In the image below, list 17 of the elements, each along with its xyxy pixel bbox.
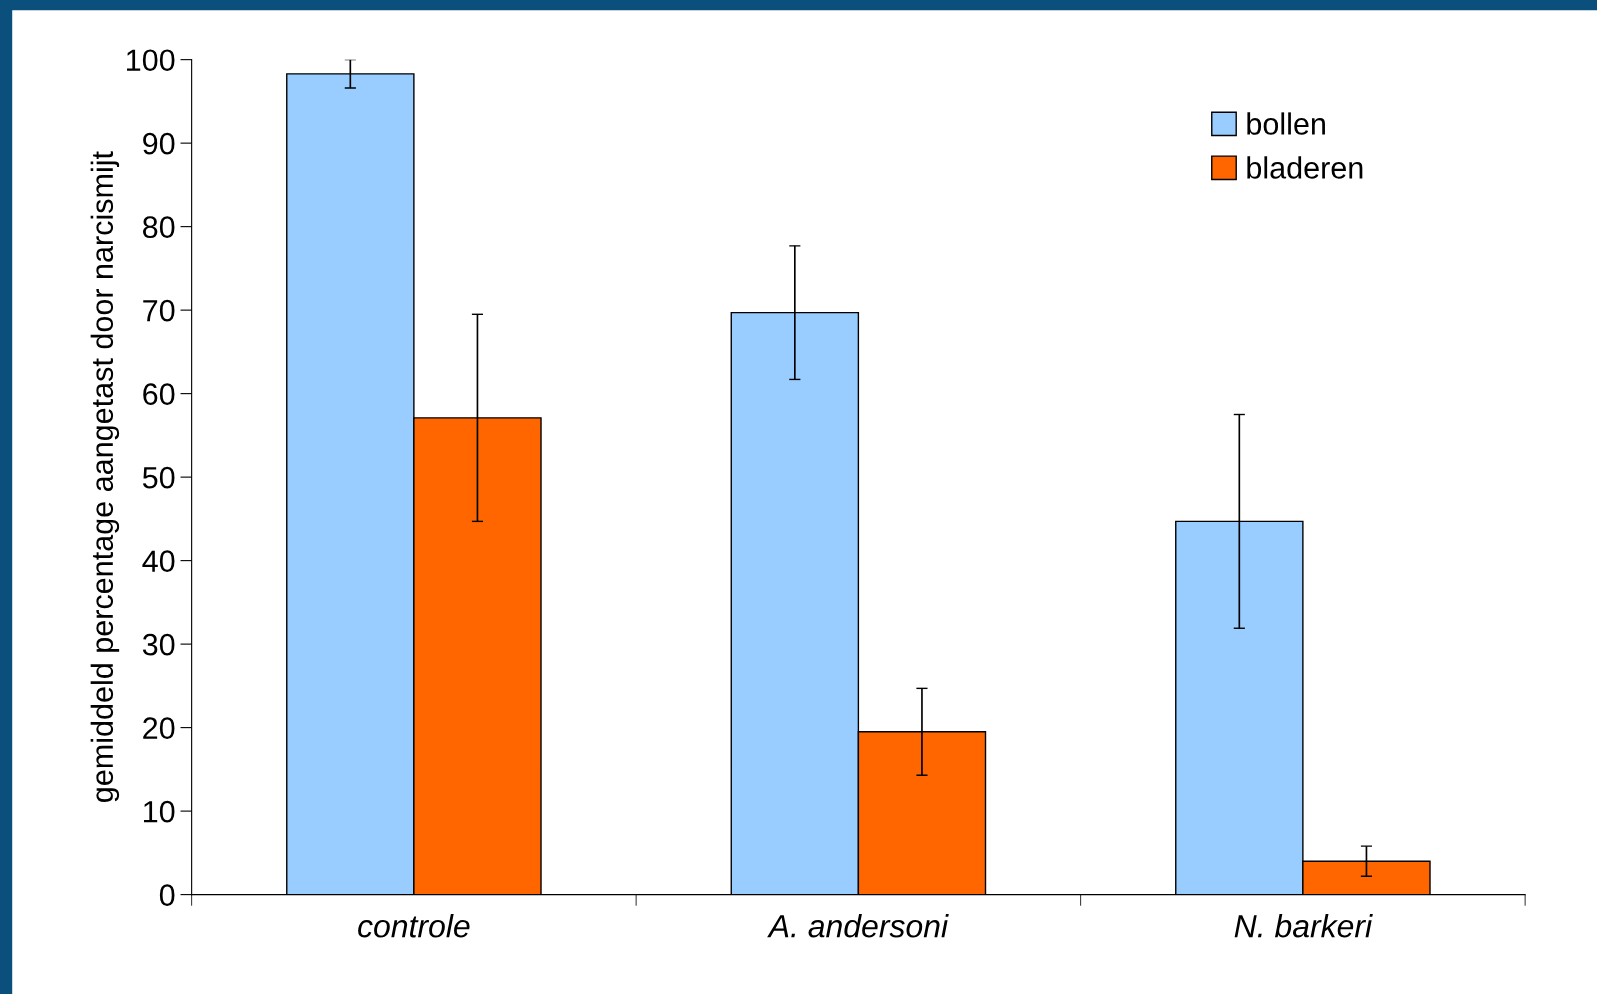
x-tick-label: controle	[358, 914, 470, 938]
y-tick-label: 30	[142, 633, 175, 656]
y-tick-label: 100	[127, 49, 175, 72]
y-tick-label: 20	[143, 717, 175, 739]
y-tick-label: 80	[143, 216, 175, 238]
x-tick-label: N. barkeri	[1234, 914, 1373, 938]
legend-label: bladeren	[1247, 156, 1363, 179]
legend-label: bollen	[1247, 112, 1325, 135]
x-tick-label: A. andersoni	[767, 914, 949, 938]
y-tick-label: 0	[159, 884, 175, 906]
y-tick-label: 60	[143, 383, 175, 405]
y-tick-label: 40	[142, 550, 175, 572]
y-tick-label: 50	[142, 466, 175, 489]
y-axis-title: gemiddeld percentage aangetast door narcismijt	[90, 151, 120, 802]
y-tick-label: 70	[143, 299, 175, 322]
y-tick-label: 90	[143, 132, 175, 155]
y-tick-label: 10	[144, 800, 175, 823]
